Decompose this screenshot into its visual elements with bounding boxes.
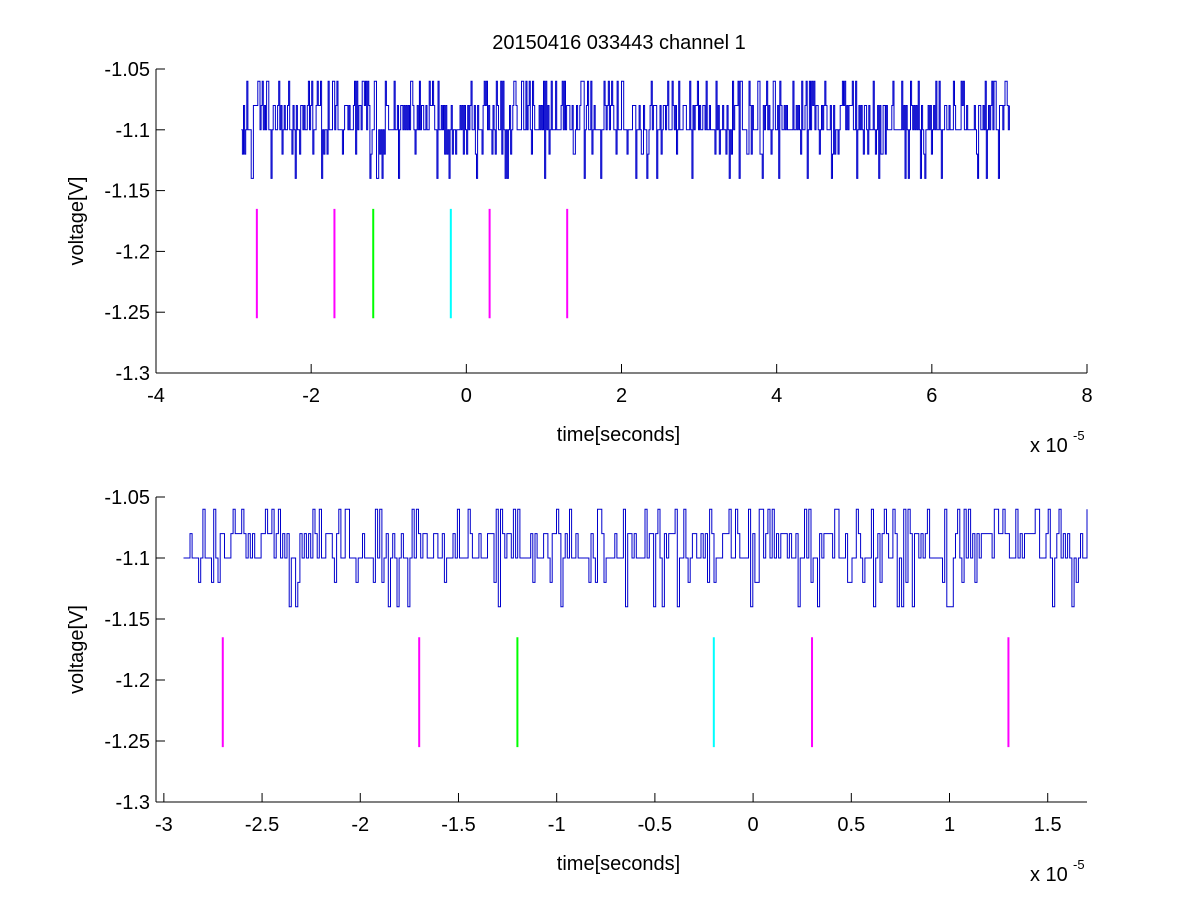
top-y-tick-label: -1.3 xyxy=(116,363,150,385)
bottom-y-tick-label: -1.25 xyxy=(104,731,150,753)
top-y-tick-label: -1.1 xyxy=(116,120,150,142)
top-y-tick-label: -1.25 xyxy=(104,302,150,324)
bottom-y-tick-label: -1.1 xyxy=(116,548,150,570)
chart-title: 20150416 033443 channel 1 xyxy=(492,32,746,54)
top-x-tick-label: 6 xyxy=(926,385,937,407)
bottom-x-tick-label: -3 xyxy=(155,814,173,836)
top-signal-trace xyxy=(241,80,1010,179)
bottom-x-multiplier: x 10 xyxy=(1030,864,1068,886)
top-x-tick-label: 2 xyxy=(616,385,627,407)
top-x-tick-label: -4 xyxy=(147,385,165,407)
top-x-multiplier: x 10 xyxy=(1030,435,1068,457)
bottom-x-tick-label: 1 xyxy=(944,814,955,836)
bottom-x-tick-label: 0 xyxy=(748,814,759,836)
top-y-tick-label: -1.05 xyxy=(104,59,150,81)
top-x-tick-label: 4 xyxy=(771,385,782,407)
top-y-tick-label: -1.2 xyxy=(116,241,150,263)
bottom-signal-trace xyxy=(183,508,1088,608)
bottom-x-tick-label: 1.5 xyxy=(1034,814,1062,836)
bottom-y-tick-label: -1.05 xyxy=(104,487,150,509)
bottom-y-tick-label: -1.2 xyxy=(116,670,150,692)
bottom-x-tick-label: -0.5 xyxy=(638,814,672,836)
bottom-x-tick-label: -1 xyxy=(548,814,566,836)
top-plot: -1.05 -1.1 -1.15 -1.2 -1.25 -1.3-4 -2 0 2 4 6 8 time… xyxy=(66,59,1093,457)
top-x-tick-label: 8 xyxy=(1081,385,1092,407)
bottom-x-tick-label: -1.5 xyxy=(441,814,475,836)
top-y-axis-label: voltage[V] xyxy=(66,177,88,266)
bottom-x-tick-label: -2.5 xyxy=(245,814,279,836)
top-x-tick-label: -2 xyxy=(302,385,320,407)
bottom-x-axis-label: time[seconds] xyxy=(557,853,680,875)
bottom-y-tick-label: -1.3 xyxy=(116,792,150,814)
top-x-multiplier-exponent: -5 xyxy=(1073,428,1085,443)
bottom-x-tick-label: 0.5 xyxy=(837,814,865,836)
bottom-y-tick-label: -1.15 xyxy=(104,609,150,631)
bottom-x-tick-label: -2 xyxy=(351,814,369,836)
top-x-tick-label: 0 xyxy=(461,385,472,407)
top-x-axis-label: time[seconds] xyxy=(557,424,680,446)
bottom-x-multiplier-exponent: -5 xyxy=(1073,857,1085,872)
bottom-y-axis-label: voltage[V] xyxy=(66,605,88,694)
bottom-plot: -1.05 -1.1 -1.15 -1.2 -1.25 -1.3-3 -2.5 -2 -1.5 -… xyxy=(66,487,1088,886)
top-y-tick-label: -1.15 xyxy=(104,181,150,203)
